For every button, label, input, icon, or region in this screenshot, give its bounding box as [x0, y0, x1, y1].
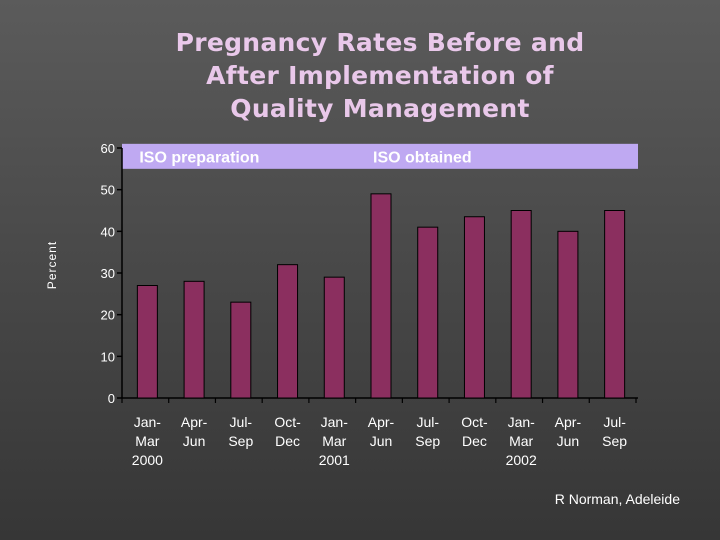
bar [604, 210, 626, 399]
x-tick-label: Oct- [274, 414, 301, 430]
x-tick-label: Jun [183, 433, 206, 449]
x-tick-label: Dec [462, 433, 487, 449]
bar [417, 226, 439, 399]
x-tick-label: Mar [322, 433, 346, 449]
band-annotation-1: ISO obtained [373, 149, 472, 166]
x-tick-label: Mar [135, 433, 159, 449]
title-line-2: After Implementation of [206, 61, 554, 90]
iso-band [122, 143, 638, 169]
x-tick-label: Jan- [508, 414, 536, 430]
title-line-1: Pregnancy Rates Before and [175, 28, 585, 57]
x-tick-label: 2001 [319, 452, 350, 468]
credit-text: R Norman, Adeleide [554, 491, 680, 507]
x-tick-label: Sep [228, 433, 253, 449]
bar [230, 301, 252, 399]
x-tick-label: 2000 [132, 452, 163, 468]
band-annotation-0: ISO preparation [139, 149, 259, 166]
bar [136, 285, 158, 399]
bar [370, 193, 392, 399]
x-tick-label: Jun [370, 433, 393, 449]
x-tick-label: 2002 [506, 452, 537, 468]
x-tick-label: Jan- [321, 414, 349, 430]
y-tick-label: 30 [101, 266, 115, 281]
x-tick-label: Jul- [230, 414, 253, 430]
x-tick-label: Jul- [603, 414, 626, 430]
x-tick-label: Apr- [368, 414, 395, 430]
x-tick-label: Jun [557, 433, 580, 449]
page-title: Pregnancy Rates Before and After Impleme… [120, 26, 640, 125]
bar [510, 210, 532, 399]
y-tick-label: 0 [108, 391, 115, 406]
x-tick-label: Sep [415, 433, 440, 449]
x-tick-label: Apr- [555, 414, 582, 430]
y-tick-label: 10 [101, 349, 115, 364]
x-tick-label: Jul- [416, 414, 439, 430]
title-line-3: Quality Management [230, 94, 530, 123]
x-tick-label: Sep [602, 433, 627, 449]
x-tick-label: Jan- [134, 414, 162, 430]
x-tick-label: Oct- [461, 414, 488, 430]
bar [557, 230, 579, 399]
x-tick-label: Dec [275, 433, 300, 449]
x-tick-label: Mar [509, 433, 533, 449]
bar [183, 280, 205, 399]
y-tick-label: 60 [101, 141, 115, 156]
x-tick-label: Apr- [181, 414, 208, 430]
bar [277, 264, 299, 399]
y-tick-label: 50 [101, 183, 115, 198]
bar [463, 216, 485, 399]
y-tick-label: 20 [101, 308, 115, 323]
y-tick-label: 40 [101, 224, 115, 239]
bar [323, 276, 345, 399]
